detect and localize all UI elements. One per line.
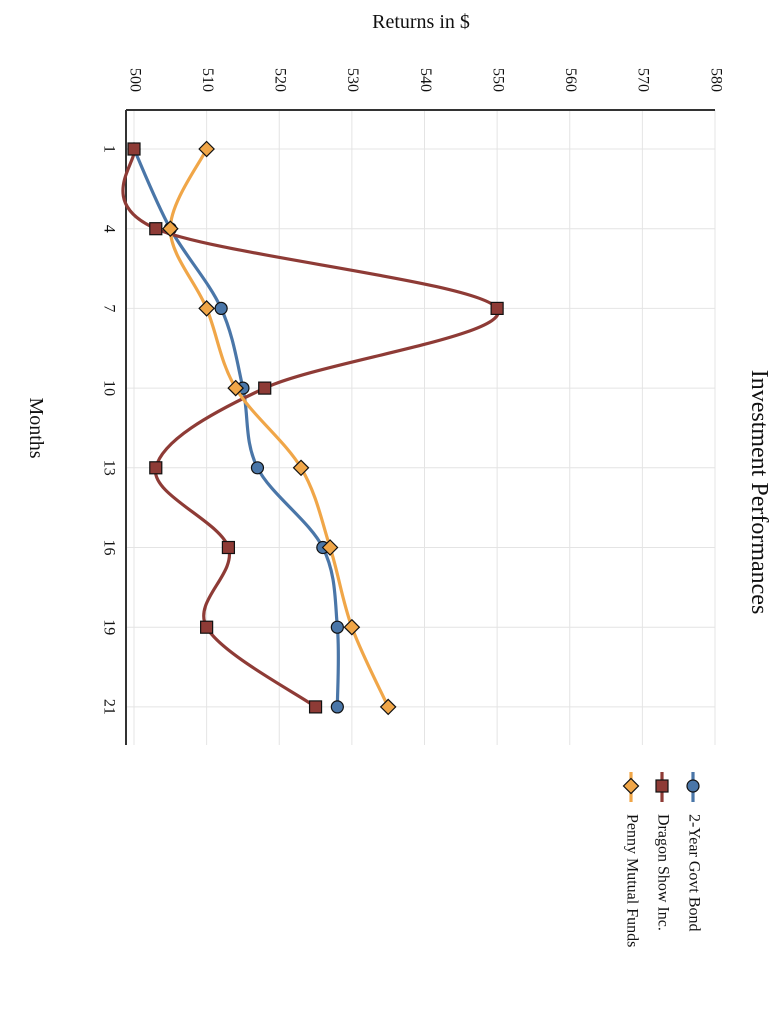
legend-label-0: 2-Year Govt Bond — [685, 814, 702, 931]
legend-marker-1 — [655, 779, 669, 793]
series-line-2 — [168, 147, 390, 709]
grid-layer — [126, 110, 716, 745]
x-tick-label-2: 7 — [100, 304, 117, 312]
series-2-point-7 — [379, 698, 397, 716]
series-1-point-5 — [221, 540, 236, 555]
series-2-point-5 — [321, 539, 339, 556]
series-1-point-0 — [127, 142, 141, 156]
series-0-point-2 — [214, 301, 228, 315]
series-1-point-2 — [490, 301, 504, 315]
x-axis-title: Months — [25, 397, 47, 458]
y-tick-label-1: 510 — [199, 68, 216, 92]
chart-title: Investment Performances — [746, 370, 772, 615]
y-tick-label-0: 500 — [126, 68, 143, 92]
series-2-point-4 — [292, 459, 310, 477]
x-tick-label-5: 16 — [100, 540, 117, 556]
y-axis-title: Returns in $ — [372, 11, 470, 33]
x-tick-label-4: 13 — [100, 460, 117, 476]
y-tick-label-5: 550 — [489, 68, 506, 92]
series-1-point-6 — [200, 620, 214, 634]
series-line-1 — [121, 147, 500, 709]
legend-label-1: Dragon Show Inc. — [654, 814, 671, 931]
series-2-point-3 — [227, 379, 245, 397]
y-tick-label-7: 570 — [635, 68, 652, 92]
series-1-point-3 — [258, 381, 272, 395]
x-tick-label-1: 4 — [100, 225, 117, 233]
series-2-point-2 — [198, 300, 215, 317]
series-1-point-1 — [149, 222, 163, 236]
x-tick-label-7: 21 — [100, 699, 117, 715]
y-tick-label-3: 530 — [344, 68, 361, 92]
x-tick-label-3: 10 — [100, 380, 117, 396]
series-2-point-6 — [343, 618, 361, 636]
y-tick-label-4: 540 — [417, 68, 434, 92]
axis-layer: 500 510 520 530 540 550 560 570 580 1 4 7 10 13 16 19 21 — [100, 68, 724, 745]
series-1-point-4 — [149, 461, 163, 475]
y-tick-label-8: 580 — [707, 68, 724, 92]
x-tick-label-0: 1 — [100, 145, 117, 153]
series-0-point-4 — [250, 461, 265, 475]
series-0-point-6 — [330, 620, 344, 634]
y-tick-label-6: 560 — [562, 68, 579, 92]
legend-label-2: Penny Mutual Funds — [623, 814, 640, 947]
series-2-point-1 — [161, 220, 179, 238]
legend-marker-2 — [622, 777, 640, 795]
series-0-point-7 — [330, 700, 344, 714]
series-1-point-7 — [308, 700, 323, 714]
series-2-point-0 — [198, 140, 215, 158]
y-tick-label-2: 520 — [272, 68, 289, 92]
x-tick-label-6: 19 — [100, 619, 117, 635]
legend: 2-Year Govt Bond Dragon Show Inc. Penny Mu… — [622, 772, 702, 947]
series-layer — [121, 140, 504, 716]
legend-marker-0 — [686, 779, 700, 793]
